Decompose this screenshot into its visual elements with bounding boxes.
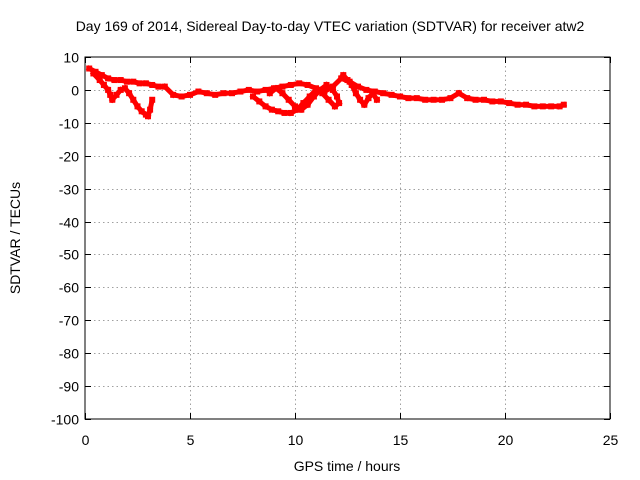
y-tick-labels: 10 0 -10 -20 -30 -40 -50 -60 -70 -80 -90 -100 [51, 50, 79, 428]
series-lower-loops [89, 69, 156, 120]
x-tick-labels: 0 5 10 15 20 25 [82, 432, 619, 448]
y-tick-label: -100 [51, 412, 79, 428]
x-tick-label: 0 [82, 432, 90, 448]
data-points [85, 65, 568, 120]
y-tick-label: -50 [59, 247, 79, 263]
series-main-trace [85, 65, 568, 110]
x-tick-label: 15 [393, 432, 409, 448]
x-tick-label: 5 [187, 432, 195, 448]
y-axis-label: SDTVAR / TECUs [7, 182, 23, 294]
y-tick-label: -70 [59, 313, 79, 329]
y-tick-label: -10 [59, 116, 79, 132]
chart-title: Day 169 of 2014, Sidereal Day-to-day VTE… [76, 18, 585, 34]
y-tick-label: -40 [59, 215, 79, 231]
series-loop-segment-8-12 [249, 81, 343, 117]
x-tick-label: 25 [603, 432, 619, 448]
x-tick-label: 20 [498, 432, 514, 448]
x-axis-label: GPS time / hours [294, 458, 401, 474]
axis-ticks [85, 57, 611, 420]
data-point [373, 96, 380, 103]
y-tick-label: -30 [59, 182, 79, 198]
plot-frame [84, 56, 611, 420]
data-point [266, 90, 273, 97]
y-tick-label: 0 [71, 83, 79, 99]
x-tick-label: 10 [288, 432, 304, 448]
y-tick-label: -90 [59, 379, 79, 395]
data-point [560, 101, 567, 108]
grid-lines [85, 57, 610, 419]
y-tick-label: -20 [59, 149, 79, 165]
series-segment-12-14 [339, 71, 381, 109]
y-tick-label: -60 [59, 280, 79, 296]
y-tick-label: -80 [59, 346, 79, 362]
data-point [149, 96, 156, 103]
y-tick-label: 10 [63, 50, 79, 66]
